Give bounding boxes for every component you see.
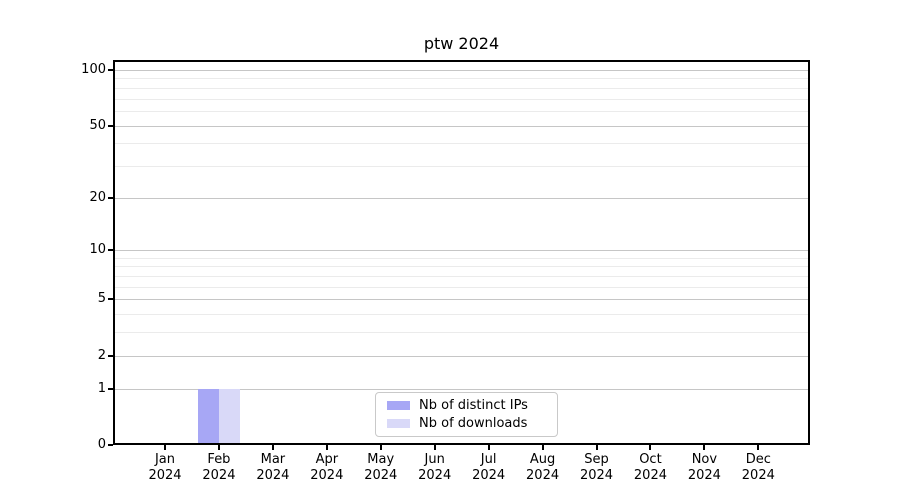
y-tick (108, 387, 113, 390)
gridline-minor (113, 276, 810, 278)
x-tick (379, 445, 382, 450)
gridline-minor (113, 165, 810, 167)
legend-label-distinct-ips: Nb of distinct IPs (419, 398, 528, 413)
x-tick-year: 2024 (364, 468, 398, 483)
x-tick-year: 2024 (741, 468, 775, 483)
x-tick (757, 445, 760, 450)
x-tick (164, 445, 166, 450)
x-tick-year: 2024 (256, 468, 290, 483)
gridline-major (113, 355, 810, 357)
gridline-major (113, 299, 810, 301)
x-tick-year: 2024 (148, 468, 182, 483)
y-tick-label: 0 (97, 437, 106, 452)
gridline-major (113, 125, 810, 127)
x-tick (541, 445, 544, 450)
y-tick-label: 50 (89, 117, 106, 133)
x-tick-label: Oct 2024 (618, 452, 682, 484)
gridline-minor (113, 314, 810, 316)
x-tick-label: Aug 2024 (511, 452, 575, 484)
x-tick (649, 445, 652, 450)
x-tick-month: Aug (529, 452, 556, 467)
y-tick (108, 249, 113, 252)
gridline-major (113, 250, 810, 252)
x-tick-label: Apr 2024 (295, 452, 359, 484)
x-tick-month: Nov (691, 452, 718, 467)
bar-nb-of-downloads (218, 388, 240, 445)
x-tick (487, 445, 490, 450)
y-tick-label: 5 (97, 291, 106, 307)
x-tick-year: 2024 (633, 468, 667, 483)
y-tick (108, 124, 113, 127)
x-tick-year: 2024 (526, 468, 560, 483)
x-tick-year: 2024 (472, 468, 506, 483)
x-tick-label: Jun 2024 (403, 452, 467, 484)
x-tick-month: Oct (639, 452, 662, 467)
y-tick-label: 100 (81, 62, 106, 77)
legend-item-downloads: Nb of downloads (387, 416, 557, 431)
x-tick-month: May (367, 452, 395, 467)
legend-swatch-downloads (387, 419, 410, 428)
gridline-minor (113, 87, 810, 89)
x-tick-month: Mar (260, 452, 286, 467)
x-tick-month: Dec (745, 452, 771, 467)
x-tick-year: 2024 (579, 468, 614, 483)
x-tick-label: Mar 2024 (241, 452, 305, 484)
x-tick (325, 445, 328, 450)
plot-area (113, 60, 810, 445)
gridline-major (113, 70, 810, 71)
gridline-minor (113, 286, 810, 288)
gridline-major (113, 197, 810, 199)
x-tick-label: Dec 2024 (726, 452, 790, 484)
gridline-major (113, 388, 810, 390)
y-tick (108, 354, 113, 357)
y-tick (108, 69, 113, 71)
x-tick-year: 2024 (202, 468, 236, 483)
x-tick-year: 2024 (687, 468, 721, 483)
legend-swatch-distinct-ips (387, 401, 410, 410)
x-tick-month: Jan (154, 452, 176, 467)
y-tick-label: 1 (97, 380, 106, 396)
y-tick (108, 298, 113, 301)
gridline-minor (113, 110, 810, 112)
x-tick (595, 445, 598, 450)
x-tick (217, 445, 220, 450)
legend-item-distinct-ips: Nb of distinct IPs (387, 398, 557, 413)
x-tick-label: Jul 2024 (457, 452, 521, 484)
gridline-minor (113, 143, 810, 145)
x-tick-label: Sep 2024 (565, 452, 629, 484)
gridline-minor (113, 98, 810, 100)
y-tick (108, 444, 113, 446)
x-tick (271, 445, 274, 450)
gridline-minor (113, 332, 810, 334)
x-tick-month: Jul (480, 452, 497, 467)
x-tick-label: Jan 2024 (133, 452, 197, 484)
y-tick-label: 20 (89, 189, 106, 205)
gridline-minor (113, 266, 810, 268)
x-tick-year: 2024 (418, 468, 452, 483)
legend: Nb of distinct IPs Nb of downloads (375, 392, 558, 437)
y-tick (108, 196, 113, 199)
bar-nb-of-distinct-ips (197, 388, 219, 445)
x-tick-year: 2024 (310, 468, 344, 483)
x-tick-label: May 2024 (349, 452, 413, 484)
x-tick (703, 445, 706, 450)
x-tick-month: Feb (207, 452, 231, 467)
x-tick-month: Apr (315, 452, 339, 467)
gridline-minor (113, 78, 810, 80)
y-tick-label: 10 (89, 242, 106, 258)
x-tick-month: Jun (424, 452, 445, 467)
x-tick-label: Nov 2024 (672, 452, 736, 484)
chart-title: ptw 2024 (423, 34, 500, 53)
x-tick (433, 445, 436, 450)
x-tick-label: Feb 2024 (187, 452, 251, 484)
y-tick-label: 2 (97, 347, 106, 363)
legend-label-downloads: Nb of downloads (419, 416, 528, 431)
gridline-minor (113, 257, 810, 259)
x-tick-month: Sep (584, 452, 609, 467)
